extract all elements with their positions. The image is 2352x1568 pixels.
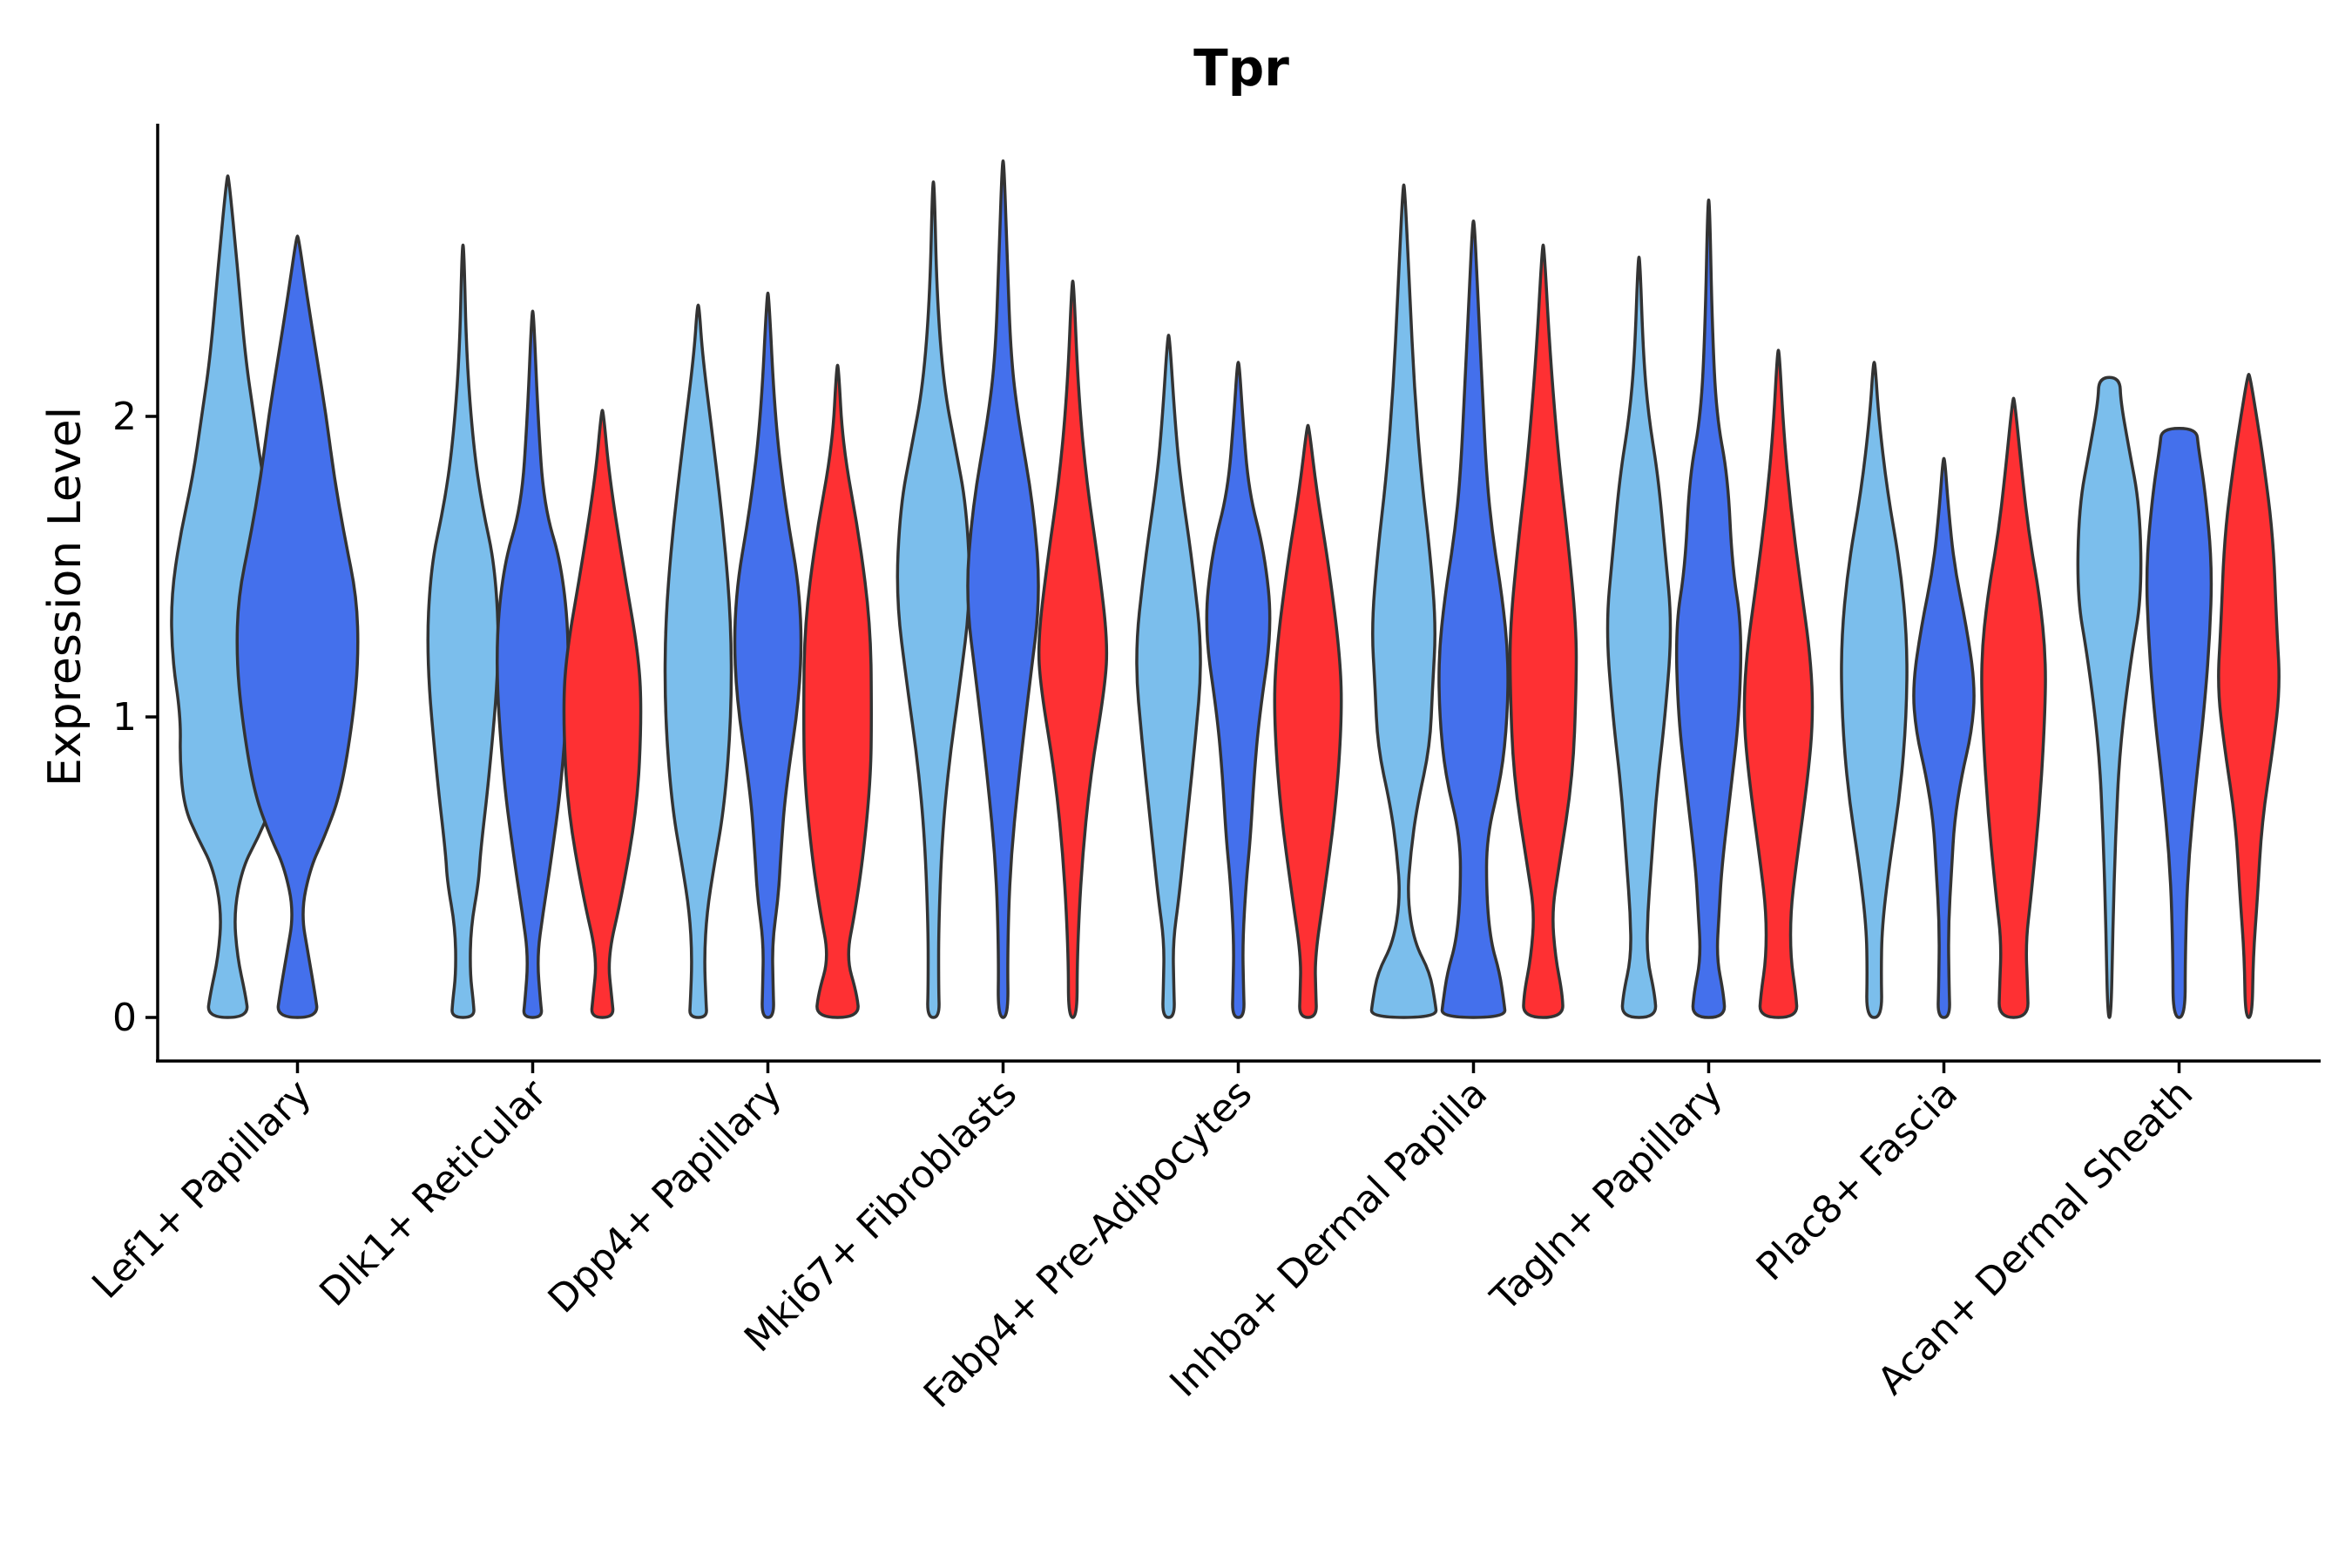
violin-inhba-dermal-papilla-group-a (1369, 183, 1438, 1019)
violin-mki67-fibroblasts-group-b (966, 159, 1040, 1019)
chart-title: Tpr (1193, 38, 1289, 98)
x-tick-label: Tagln+ Papillary (1482, 1071, 1731, 1321)
x-tick-label: Plac8+ Fascia (1748, 1071, 1967, 1290)
violin-dlk1-reticular-group-c (562, 409, 643, 1019)
x-tick-label: Dpp4+ Papillary (540, 1071, 791, 1322)
x-tick-label: Lef1+ Papillary (84, 1071, 320, 1308)
violin-plac8-fascia-group-a (1840, 361, 1909, 1019)
y-tick-label: 2 (112, 395, 137, 439)
violin-plac8-fascia-group-c (1980, 396, 2047, 1019)
violin-dpp4-papillary-group-b (733, 291, 803, 1019)
y-tick-label: 1 (112, 695, 137, 740)
violin-fabp4-pre-adipocytes-group-b (1205, 361, 1272, 1019)
violin-lef1-papillary-group-b (235, 234, 360, 1019)
violin-acan-dermal-sheath-group-a (2076, 375, 2143, 1019)
violin-plac8-fascia-group-b (1912, 456, 1976, 1019)
violin-dlk1-reticular-group-a (426, 243, 500, 1019)
violin-fabp4-pre-adipocytes-group-c (1273, 423, 1343, 1019)
violin-fabp4-pre-adipocytes-group-a (1135, 334, 1202, 1019)
y-tick-label: 0 (112, 996, 137, 1040)
violin-dlk1-reticular-group-b (496, 309, 570, 1019)
violin-dpp4-papillary-group-c (802, 363, 873, 1019)
y-axis-ticks: 0 1 2 (112, 395, 158, 1040)
violin-tagln-papillary-group-b (1674, 198, 1743, 1019)
violin-group (170, 159, 2281, 1019)
violin-tagln-papillary-group-c (1742, 348, 1815, 1019)
x-tick-label: Dlk1+ Reticular (311, 1071, 556, 1315)
violin-dpp4-papillary-group-a (663, 303, 733, 1019)
violin-tagln-papillary-group-a (1605, 255, 1673, 1019)
y-axis-label: Expression Level (39, 407, 91, 787)
violin-acan-dermal-sheath-group-b (2145, 427, 2213, 1019)
violin-inhba-dermal-papilla-group-c (1508, 243, 1578, 1019)
violin-mki67-fibroblasts-group-c (1037, 279, 1109, 1019)
violin-mki67-fibroblasts-group-a (896, 180, 971, 1019)
violin-acan-dermal-sheath-group-c (2217, 372, 2281, 1019)
violin-inhba-dermal-papilla-group-b (1437, 220, 1510, 1019)
